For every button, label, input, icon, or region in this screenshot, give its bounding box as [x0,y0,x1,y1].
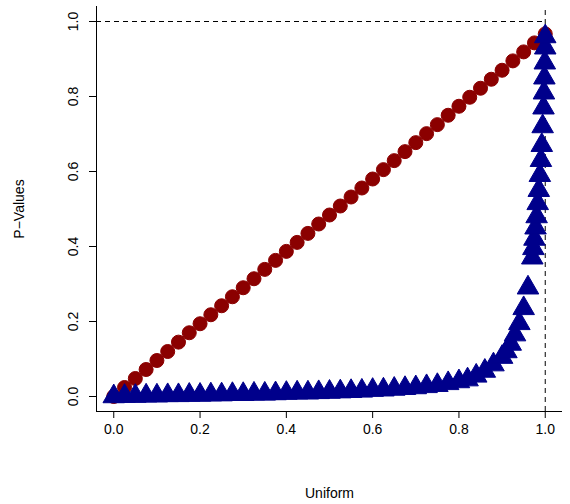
svg-text:0.8: 0.8 [449,421,469,437]
svg-text:0.4: 0.4 [65,237,81,257]
svg-text:1.0: 1.0 [65,12,81,32]
svg-text:0.0: 0.0 [65,387,81,407]
svg-text:0.8: 0.8 [65,87,81,107]
svg-text:0.4: 0.4 [277,421,297,437]
svg-text:1.0: 1.0 [536,421,556,437]
svg-text:0.2: 0.2 [190,421,210,437]
svg-text:0.6: 0.6 [363,421,383,437]
svg-text:0.0: 0.0 [104,421,124,437]
svg-text:0.2: 0.2 [65,312,81,332]
svg-text:P−Values: P−Values [11,179,27,238]
svg-text:Uniform: Uniform [305,485,354,501]
svg-text:0.6: 0.6 [65,162,81,182]
